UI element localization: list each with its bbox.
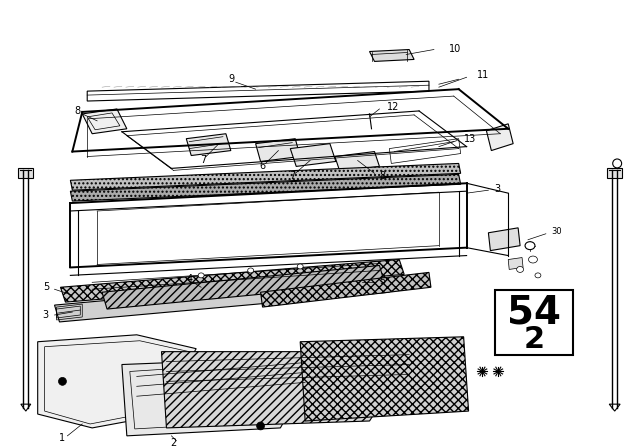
Polygon shape [87, 81, 429, 101]
Polygon shape [18, 168, 33, 178]
Text: 13: 13 [463, 134, 476, 144]
Polygon shape [54, 276, 389, 322]
Text: 2: 2 [524, 325, 545, 354]
Ellipse shape [58, 377, 67, 385]
Polygon shape [300, 337, 468, 421]
Text: 8: 8 [380, 171, 385, 181]
Polygon shape [609, 404, 620, 411]
Ellipse shape [535, 273, 541, 278]
Text: 11: 11 [477, 70, 489, 80]
Ellipse shape [198, 273, 204, 278]
Polygon shape [60, 259, 404, 302]
Text: 6: 6 [259, 161, 266, 172]
Polygon shape [21, 404, 31, 411]
Ellipse shape [525, 242, 535, 250]
Polygon shape [255, 139, 300, 161]
Ellipse shape [612, 159, 621, 168]
Polygon shape [369, 50, 414, 61]
Text: 3: 3 [42, 310, 49, 320]
Polygon shape [122, 357, 320, 436]
Polygon shape [291, 144, 336, 166]
Polygon shape [186, 134, 231, 155]
Text: 30: 30 [552, 227, 563, 236]
Polygon shape [70, 164, 461, 190]
Polygon shape [508, 258, 523, 269]
Text: 8: 8 [74, 106, 81, 116]
Polygon shape [102, 266, 385, 309]
Ellipse shape [516, 267, 524, 272]
Ellipse shape [529, 256, 538, 263]
Polygon shape [83, 109, 127, 134]
Polygon shape [488, 228, 520, 250]
Ellipse shape [257, 422, 264, 430]
Text: 7: 7 [289, 171, 296, 181]
Ellipse shape [297, 264, 303, 269]
Ellipse shape [248, 268, 253, 273]
Bar [495, 290, 573, 355]
Polygon shape [607, 168, 622, 178]
Polygon shape [260, 272, 431, 307]
Polygon shape [70, 174, 461, 201]
Text: 10: 10 [449, 43, 461, 54]
Text: 12: 12 [387, 102, 400, 112]
Text: 5: 5 [380, 276, 386, 286]
Text: 3: 3 [494, 184, 500, 194]
Polygon shape [38, 335, 196, 428]
Polygon shape [335, 151, 380, 172]
Text: 4: 4 [186, 274, 192, 284]
Polygon shape [486, 124, 513, 151]
Text: 9: 9 [228, 74, 235, 84]
Text: 5: 5 [44, 282, 49, 292]
Polygon shape [389, 139, 461, 164]
Polygon shape [161, 352, 414, 428]
Text: 1: 1 [60, 433, 65, 443]
Text: 7: 7 [200, 155, 206, 165]
Text: 2: 2 [170, 438, 177, 448]
Text: 54: 54 [507, 293, 561, 331]
